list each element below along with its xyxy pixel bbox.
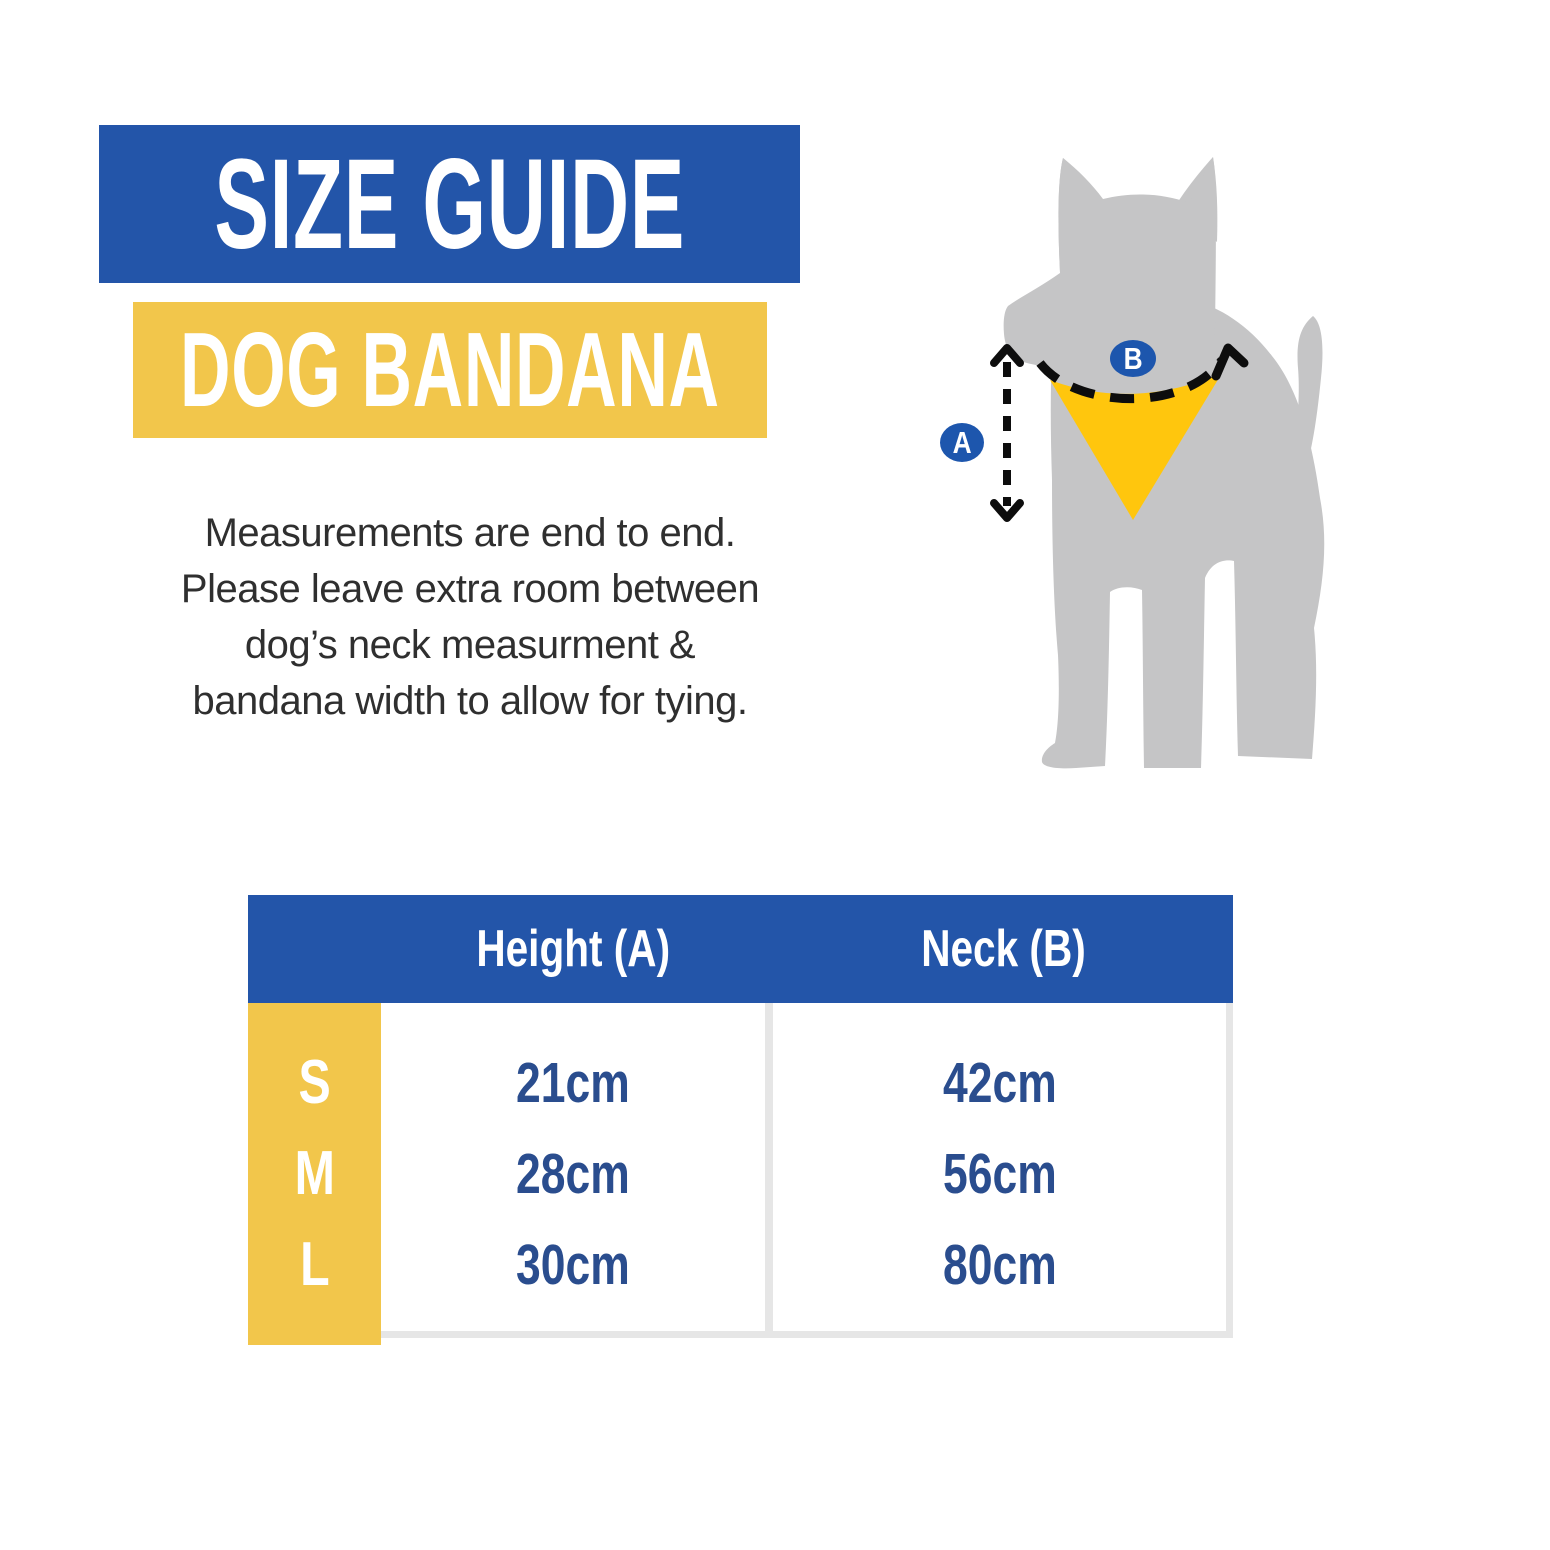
neck-column-header-label: Neck (B): [920, 920, 1086, 978]
size-table-body: S M L 21cm 28cm: [248, 1003, 1233, 1345]
column-divider: [765, 1003, 773, 1331]
subtitle-banner: DOG BANDANA: [133, 302, 767, 438]
neck-measure-dashed-line: [1036, 357, 1226, 404]
measurement-note-line: bandana width to allow for tying.: [192, 679, 748, 723]
size-table: Height (A) Neck (B) S M L: [248, 895, 1233, 1350]
neck-arrowhead-icon: [1211, 343, 1249, 381]
neck-label-badge: B: [1110, 340, 1156, 377]
product-subtitle: DOG BANDANA: [180, 310, 720, 429]
neck-label-letter: B: [1123, 340, 1143, 376]
height-column-header-label: Height (A): [476, 920, 670, 978]
bandana-icon: [1050, 373, 1222, 520]
neck-value: 42cm: [942, 1050, 1057, 1115]
height-column-header: Height (A): [381, 895, 765, 1003]
size-row-label: M: [294, 1139, 335, 1208]
height-label-letter: A: [952, 424, 972, 460]
measurement-note-line: Measurements are end to end.: [204, 511, 736, 555]
height-values-column: 21cm 28cm 30cm: [381, 1003, 765, 1331]
size-table-header: Height (A) Neck (B): [248, 895, 1233, 1003]
size-letter-column: S M L: [248, 1003, 381, 1345]
neck-value: 80cm: [942, 1232, 1057, 1297]
measurement-note-line: dog’s neck measurment &: [244, 623, 696, 667]
title-banner: SIZE GUIDE: [99, 125, 800, 283]
neck-values-column: 42cm 56cm 80cm: [773, 1003, 1226, 1331]
height-arrowhead-top-icon: [990, 344, 1024, 367]
page-title: SIZE GUIDE: [214, 132, 685, 276]
measurement-note-line: Please leave extra room between: [180, 567, 760, 611]
neck-value: 56cm: [942, 1141, 1057, 1206]
height-arrowhead-bottom-icon: [990, 499, 1024, 522]
size-table-values-area: 21cm 28cm 30cm 42cm 56cm: [381, 1003, 1233, 1338]
height-value: 28cm: [516, 1141, 630, 1206]
height-value: 30cm: [516, 1232, 630, 1297]
measurement-note: Measurements are end to end. Please leav…: [100, 505, 840, 729]
size-row-label: L: [299, 1230, 330, 1299]
size-row-label: S: [298, 1048, 331, 1117]
neck-column-header: Neck (B): [773, 895, 1233, 1003]
dog-measurement-diagram: [990, 157, 1325, 769]
height-value: 21cm: [516, 1050, 630, 1115]
height-label-badge: A: [940, 423, 984, 462]
